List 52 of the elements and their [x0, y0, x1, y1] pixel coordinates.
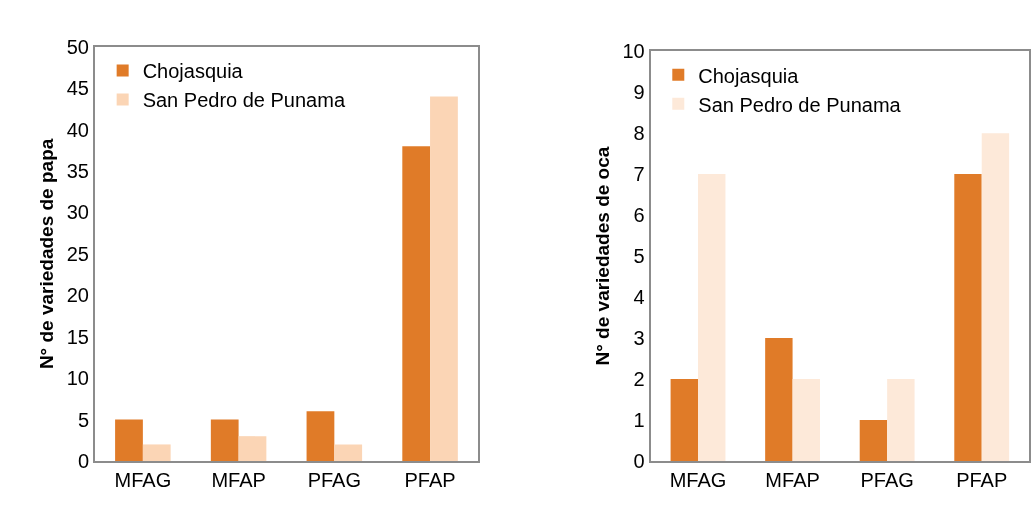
x-tick-label: MFAG: [114, 469, 172, 491]
y-tick-label: 15: [66, 325, 89, 348]
y-tick-label: 3: [633, 327, 645, 350]
y-tick-label: 5: [77, 408, 89, 431]
y-tick-label: 2: [633, 368, 645, 391]
x-tick-label: PFAG: [860, 469, 914, 491]
bar: [334, 444, 363, 461]
x-tick-label: MFAP: [211, 469, 266, 491]
y-tick-label: 50: [66, 35, 89, 58]
legend-label: San Pedro de Punama: [142, 89, 346, 112]
bar: [954, 174, 982, 461]
y-tick-label: 0: [77, 450, 89, 472]
bar: [765, 338, 793, 461]
bar: [402, 146, 431, 461]
legend-label: Chojasquia: [698, 64, 800, 87]
y-tick-label: 30: [66, 201, 89, 224]
y-tick-label: 9: [633, 81, 645, 104]
y-tick-label: 40: [66, 118, 89, 141]
x-tick-label: PFAP: [404, 469, 456, 491]
bar: [670, 379, 699, 461]
y-tick-label: 20: [66, 284, 89, 307]
y-tick-label: 1: [633, 409, 645, 432]
bar: [115, 419, 143, 461]
y-tick-label: 5: [633, 245, 645, 268]
y-axis-title: N° de variedades de papa: [36, 138, 58, 370]
x-tick-label: PFAG: [307, 469, 362, 491]
bar: [698, 174, 726, 461]
y-tick-label: 45: [66, 77, 89, 100]
y-tick-label: 4: [633, 286, 645, 309]
y-tick-label: 8: [633, 122, 645, 145]
bar: [430, 96, 458, 461]
x-tick-label: PFAP: [956, 469, 1008, 491]
y-tick-label: 6: [633, 204, 645, 227]
y-tick-label: 7: [633, 163, 645, 186]
bar: [142, 444, 171, 461]
bar: [887, 379, 915, 461]
y-tick-label: 10: [622, 40, 645, 63]
y-tick-label: 25: [66, 242, 89, 265]
bar: [238, 436, 267, 461]
bar: [859, 420, 888, 461]
legend-label: San Pedro de Punama: [698, 93, 902, 116]
y-tick-label: 35: [66, 160, 89, 183]
legend-label: Chojasquia: [142, 60, 244, 83]
x-tick-label: MFAG: [669, 469, 727, 491]
y-tick-label: 0: [633, 450, 645, 472]
x-tick-label: MFAP: [765, 469, 820, 491]
y-axis-title: N° de variedades de oca: [591, 146, 613, 366]
bar: [210, 419, 239, 461]
bar: [981, 133, 1010, 461]
bar: [306, 411, 335, 461]
bar: [792, 379, 821, 461]
y-tick-label: 10: [66, 367, 89, 390]
